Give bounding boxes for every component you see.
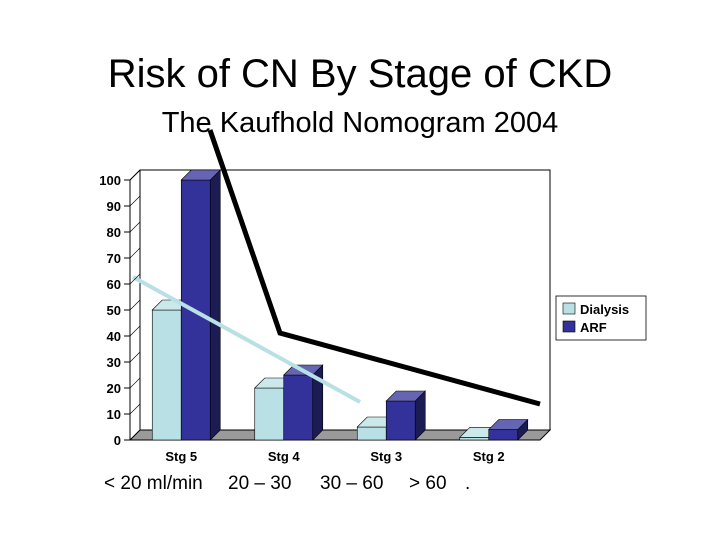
legend: Dialysis ARF [555,295,647,341]
gfr-label: 20 – 30 [228,473,292,494]
y-tick-label: 60 [107,277,121,292]
y-tick-diagonal [129,351,141,363]
y-tick-diagonal [129,377,141,389]
y-tick-diagonal [129,221,141,233]
bar-arf-stg-2 [488,418,529,441]
x-tick-label: Stg 4 [268,449,301,464]
y-tick-diagonal [129,247,141,259]
bar-front [151,309,182,441]
y-tick-diagonal [129,299,141,311]
bar-front [283,374,314,441]
gfr-label: 30 – 60 [320,473,384,494]
bar-front [356,426,387,441]
y-tick-label: 90 [107,199,121,214]
dark-trend-line [207,129,541,407]
bar-top [488,419,529,430]
y-tick-diagonal [129,195,141,207]
trend-overlays [132,129,541,407]
gfr-label: > 60 [409,473,447,494]
bar-front [385,400,416,441]
y-tick-label: 40 [107,329,121,344]
gfr-label: . [465,473,471,494]
x-tick-label: Stg 5 [165,449,197,464]
slide-subtitle: The Kaufhold Nomogram 2004 [161,107,559,139]
legend-label-dialysis: Dialysis [580,302,629,317]
y-tick-diagonal [129,325,141,337]
bar-front [254,387,285,441]
y-tick-label: 50 [107,303,121,318]
y-tick-label: 100 [99,173,121,188]
bar-front [488,429,519,441]
y-tick-diagonal [129,429,141,441]
bar-top [180,169,221,181]
bar-front [459,437,490,441]
y-tick-label: 80 [107,225,121,240]
x-axis: Stg 5 Stg 4 Stg 3 Stg 2 [165,449,504,464]
y-tick-diagonal [129,169,141,181]
legend-swatch-dialysis [562,302,576,315]
y-axis: 0 10 20 30 40 50 60 70 80 90 100 [99,169,141,448]
bar-arf-stg-4 [283,364,324,441]
y-tick-diagonal [129,273,141,285]
legend-swatch-arf [562,320,576,333]
bar-top [385,390,426,402]
y-tick-label: 10 [107,407,121,422]
y-tick-diagonal [129,403,141,415]
x-tick-label: Stg 2 [473,449,505,464]
y-tick-label: 20 [107,381,121,396]
y-tick-label: 0 [114,433,121,448]
x-tick-label: Stg 3 [370,449,402,464]
gfr-range-labels: < 20 ml/min 20 – 30 30 – 60 > 60. [0,472,720,498]
light-trend-line [132,275,361,404]
legend-label-arf: ARF [580,320,607,335]
y-tick-label: 70 [107,251,121,266]
bar-side [209,169,221,441]
y-tick-label: 30 [107,355,121,370]
bar-arf-stg-3 [385,390,426,441]
slide-title: Risk of CN By Stage of CKD [107,52,613,96]
gfr-label: < 20 ml/min [104,473,203,494]
